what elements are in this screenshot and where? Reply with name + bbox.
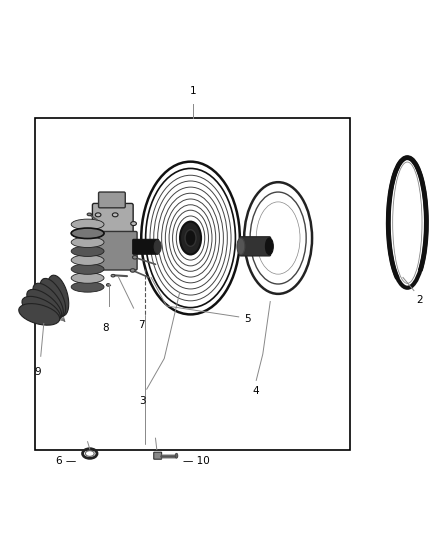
Text: 7: 7 xyxy=(138,320,145,330)
FancyBboxPatch shape xyxy=(92,204,133,240)
Ellipse shape xyxy=(71,273,104,283)
Ellipse shape xyxy=(71,246,104,256)
Ellipse shape xyxy=(106,284,110,286)
Ellipse shape xyxy=(71,228,104,239)
FancyBboxPatch shape xyxy=(240,237,271,256)
Ellipse shape xyxy=(40,278,66,317)
Ellipse shape xyxy=(71,228,104,239)
Text: 5: 5 xyxy=(244,314,251,324)
Ellipse shape xyxy=(180,222,201,254)
Text: 4: 4 xyxy=(252,386,259,395)
FancyBboxPatch shape xyxy=(99,192,125,208)
Ellipse shape xyxy=(71,255,104,265)
Ellipse shape xyxy=(185,230,196,246)
Text: 9: 9 xyxy=(34,367,41,377)
Ellipse shape xyxy=(71,264,104,274)
Ellipse shape xyxy=(237,238,245,255)
FancyBboxPatch shape xyxy=(133,239,159,254)
Ellipse shape xyxy=(175,453,178,458)
Ellipse shape xyxy=(111,274,115,277)
Ellipse shape xyxy=(131,222,137,225)
Ellipse shape xyxy=(95,213,101,217)
Ellipse shape xyxy=(71,281,104,292)
Ellipse shape xyxy=(71,237,104,247)
FancyBboxPatch shape xyxy=(154,452,162,459)
Text: 1: 1 xyxy=(189,86,196,96)
Text: 6 —: 6 — xyxy=(57,456,77,466)
Ellipse shape xyxy=(71,219,104,230)
Ellipse shape xyxy=(47,275,69,316)
Text: — 10: — 10 xyxy=(183,456,210,466)
Text: 3: 3 xyxy=(139,395,146,406)
Ellipse shape xyxy=(112,213,118,217)
Ellipse shape xyxy=(27,289,62,320)
FancyBboxPatch shape xyxy=(88,231,137,270)
Ellipse shape xyxy=(265,238,273,255)
Ellipse shape xyxy=(19,304,60,325)
Ellipse shape xyxy=(22,296,60,322)
Text: 8: 8 xyxy=(102,324,109,334)
Ellipse shape xyxy=(132,255,137,259)
Ellipse shape xyxy=(131,269,135,272)
Ellipse shape xyxy=(33,283,64,318)
Ellipse shape xyxy=(154,240,161,253)
Text: 2: 2 xyxy=(416,295,423,305)
Bar xyxy=(35,118,350,450)
Ellipse shape xyxy=(87,213,92,216)
